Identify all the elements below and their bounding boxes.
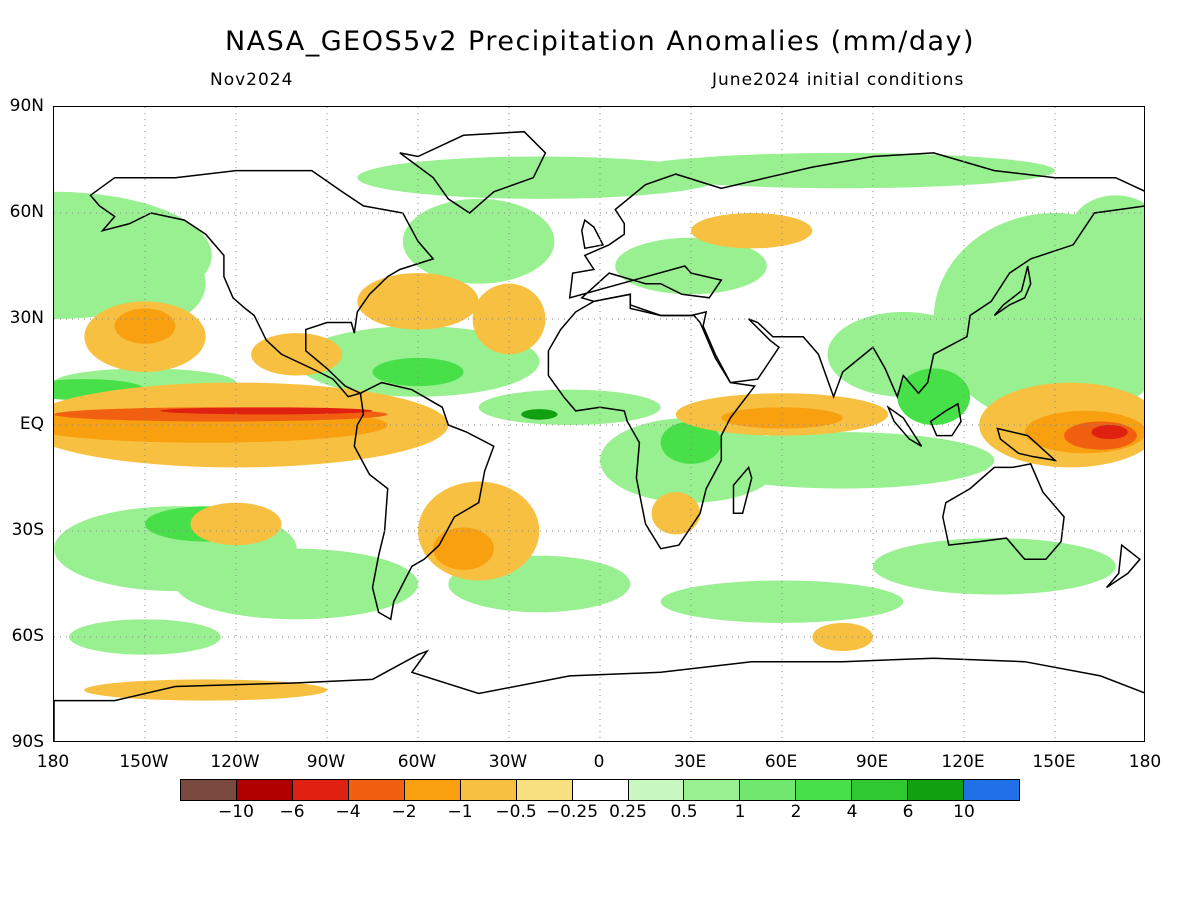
wet-anomaly xyxy=(478,389,661,426)
dry-anomaly xyxy=(651,492,701,535)
wet-anomaly xyxy=(175,548,418,620)
lon-label: 180 xyxy=(1128,752,1162,772)
colorbar-swatch xyxy=(348,780,405,800)
coastlines xyxy=(54,130,1144,741)
wet-anomaly xyxy=(84,241,206,327)
colorbar-swatch xyxy=(236,780,293,800)
colorbar-swatch xyxy=(516,780,573,800)
colorbar-label: 6 xyxy=(902,802,914,822)
wet-anomaly xyxy=(1070,195,1144,266)
dry-anomaly xyxy=(190,502,282,546)
coastline-borneo xyxy=(929,402,962,437)
lat-label: 60N xyxy=(9,202,44,222)
lat-label: 60S xyxy=(11,626,44,646)
wet-anomaly xyxy=(69,619,221,655)
lon-label: 30W xyxy=(488,752,528,772)
precipitation-anomaly-map xyxy=(53,106,1145,742)
coastline-madagascar xyxy=(732,465,753,515)
colorbar xyxy=(180,779,1020,801)
colorbar-label: 0.25 xyxy=(609,802,647,822)
colorbar-swatch xyxy=(628,780,685,800)
colorbar-label: −6 xyxy=(279,802,305,822)
colorbar-label: −0.5 xyxy=(495,802,537,822)
wet-anomaly xyxy=(402,198,555,284)
lon-label: 60E xyxy=(764,752,798,772)
coastline-north-america xyxy=(89,169,435,398)
coastline-uk xyxy=(581,218,605,250)
colorbar-swatch xyxy=(292,780,349,800)
lon-label: 150W xyxy=(119,752,169,772)
colorbar-label: −0.25 xyxy=(545,802,599,822)
wet-anomaly-strong xyxy=(660,421,722,464)
lon-label: 180 xyxy=(36,752,70,772)
dry-anomaly-severe xyxy=(160,407,373,415)
lon-label: 60W xyxy=(397,752,437,772)
colorbar-swatch xyxy=(181,780,237,800)
colorbar-swatch xyxy=(460,780,517,800)
valid-month-label: Nov2024 xyxy=(210,70,294,90)
coastline-new-zealand xyxy=(1106,543,1141,589)
lon-label: 120E xyxy=(941,752,985,772)
colorbar-label: 0.5 xyxy=(670,802,698,822)
colorbar-swatch xyxy=(404,780,461,800)
colorbar-swatch xyxy=(572,780,629,800)
lon-label: 150E xyxy=(1032,752,1076,772)
wet-anomaly-strong xyxy=(372,357,464,387)
colorbar-swatch xyxy=(684,780,741,800)
wet-anomaly xyxy=(691,432,995,489)
map-title: NASA_GEOS5v2 Precipitation Anomalies (mm… xyxy=(224,26,976,57)
colorbar-label: −1 xyxy=(447,802,473,822)
dry-anomaly-severe xyxy=(1091,425,1128,440)
colorbar-label: 10 xyxy=(953,802,975,822)
colorbar-swatch xyxy=(740,780,797,800)
lon-label: 90W xyxy=(306,752,346,772)
wet-anomaly xyxy=(357,156,722,199)
lon-label: 120W xyxy=(210,752,260,772)
coastline-south-america xyxy=(353,381,495,621)
anomaly-shading xyxy=(54,152,1144,701)
colorbar-swatch xyxy=(964,780,1020,800)
dry-anomaly xyxy=(812,622,874,652)
wet-anomaly-strong xyxy=(897,368,971,425)
initial-conditions-label: June2024 initial conditions xyxy=(712,70,965,90)
coastline-australia xyxy=(942,463,1065,561)
colorbar-swatch xyxy=(796,780,853,800)
lon-label: 90E xyxy=(855,752,889,772)
lat-label: 30S xyxy=(11,520,44,540)
dry-anomaly-moderate xyxy=(114,308,176,344)
colorbar-label: 4 xyxy=(846,802,858,822)
dry-anomaly xyxy=(251,333,343,376)
coastline-sumatra xyxy=(886,405,923,447)
wet-anomaly-max xyxy=(521,409,558,420)
lat-label: 30N xyxy=(9,308,44,328)
lon-label: 30E xyxy=(673,752,707,772)
colorbar-label: −2 xyxy=(391,802,417,822)
coastline-antarctica xyxy=(54,649,1144,741)
dry-anomaly-moderate xyxy=(433,527,494,570)
lat-label: 90N xyxy=(9,96,44,116)
wet-anomaly xyxy=(630,152,1055,189)
lat-label: 90S xyxy=(11,732,44,752)
coastline-greenland xyxy=(399,130,547,214)
lat-lon-grid xyxy=(54,107,1144,741)
colorbar-label: 1 xyxy=(734,802,746,822)
colorbar-swatch xyxy=(852,780,909,800)
coastline-africa xyxy=(547,293,757,550)
dry-anomaly xyxy=(691,213,813,249)
wet-anomaly xyxy=(873,538,1116,595)
wet-anomaly xyxy=(615,237,767,295)
lon-label: 0 xyxy=(593,752,605,772)
coastline-japan xyxy=(993,265,1032,317)
dry-anomaly xyxy=(357,273,479,330)
dry-anomaly-moderate xyxy=(721,407,843,429)
colorbar-label: 2 xyxy=(790,802,802,822)
colorbar-label: −4 xyxy=(335,802,361,822)
colorbar-swatch xyxy=(908,780,965,800)
lat-label: EQ xyxy=(19,414,44,434)
wet-anomaly xyxy=(660,580,904,623)
coastline-new-guinea xyxy=(996,427,1058,462)
colorbar-label: −10 xyxy=(218,802,254,822)
dry-anomaly xyxy=(472,283,546,355)
